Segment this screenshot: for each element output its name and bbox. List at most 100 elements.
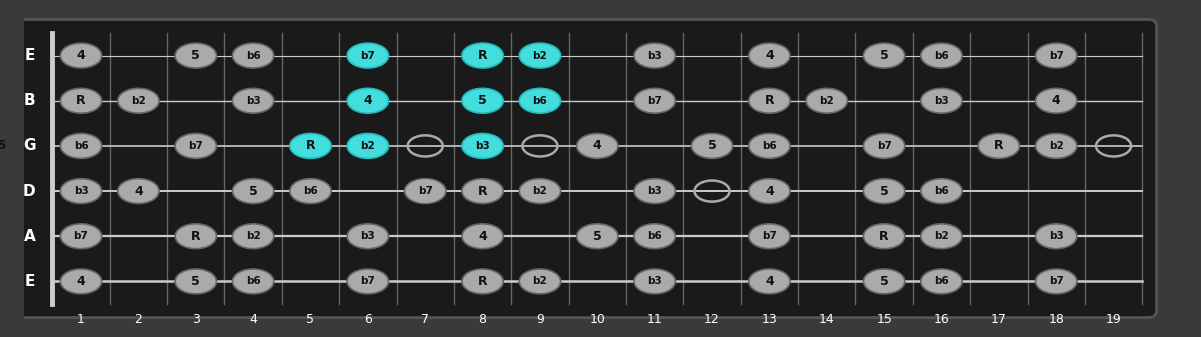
Text: b7: b7 [1048, 276, 1064, 286]
Ellipse shape [519, 88, 561, 113]
Text: b3: b3 [476, 141, 490, 151]
Text: b6: b6 [934, 276, 949, 286]
Text: 7: 7 [422, 313, 429, 326]
Ellipse shape [634, 179, 675, 204]
Text: b3: b3 [647, 276, 662, 286]
Ellipse shape [748, 133, 790, 158]
Text: 5: 5 [249, 185, 257, 197]
Text: b2: b2 [819, 96, 835, 106]
Ellipse shape [289, 133, 331, 158]
Text: R: R [478, 275, 488, 288]
Text: b2: b2 [934, 231, 949, 241]
Text: 8: 8 [478, 313, 486, 326]
Text: b7: b7 [418, 186, 432, 196]
Text: 5: 5 [880, 49, 889, 62]
Ellipse shape [921, 88, 962, 113]
Text: E: E [24, 48, 35, 63]
Ellipse shape [347, 133, 388, 158]
Ellipse shape [748, 179, 790, 204]
Text: b6: b6 [761, 141, 777, 151]
Text: R: R [306, 140, 316, 152]
Ellipse shape [462, 179, 503, 204]
Ellipse shape [519, 269, 561, 294]
Ellipse shape [233, 88, 274, 113]
Text: 9: 9 [536, 313, 544, 326]
Text: B: B [24, 93, 35, 108]
Ellipse shape [576, 224, 619, 249]
Ellipse shape [806, 88, 848, 113]
Ellipse shape [233, 269, 274, 294]
Text: b7: b7 [761, 231, 777, 241]
Ellipse shape [921, 269, 962, 294]
Text: 4: 4 [765, 185, 773, 197]
Ellipse shape [233, 224, 274, 249]
Text: b7: b7 [877, 141, 891, 151]
Ellipse shape [864, 133, 904, 158]
Text: b3: b3 [647, 186, 662, 196]
Ellipse shape [0, 133, 22, 158]
Text: 5: 5 [191, 275, 201, 288]
Text: 13: 13 [761, 313, 777, 326]
Text: b6: b6 [246, 51, 261, 61]
Text: A: A [24, 229, 35, 244]
Ellipse shape [175, 43, 216, 68]
Text: 3: 3 [192, 313, 199, 326]
Ellipse shape [921, 224, 962, 249]
Text: 6: 6 [364, 313, 372, 326]
Text: b6: b6 [303, 186, 318, 196]
Ellipse shape [60, 179, 102, 204]
Text: 2: 2 [135, 313, 143, 326]
Ellipse shape [1035, 133, 1077, 158]
Text: b7: b7 [647, 96, 662, 106]
Text: R: R [994, 140, 1004, 152]
Ellipse shape [405, 179, 446, 204]
Ellipse shape [1035, 224, 1077, 249]
Text: 4: 4 [77, 275, 85, 288]
Text: 17: 17 [991, 313, 1006, 326]
Ellipse shape [864, 43, 904, 68]
Text: 4: 4 [1052, 94, 1060, 107]
Ellipse shape [462, 88, 503, 113]
Ellipse shape [462, 43, 503, 68]
Text: 4: 4 [765, 49, 773, 62]
Text: R: R [478, 49, 488, 62]
Ellipse shape [864, 224, 904, 249]
Ellipse shape [634, 224, 675, 249]
Ellipse shape [118, 88, 159, 113]
Text: b2: b2 [246, 231, 261, 241]
Text: b7: b7 [1048, 51, 1064, 61]
Ellipse shape [634, 43, 675, 68]
Text: 5: 5 [191, 49, 201, 62]
Ellipse shape [748, 224, 790, 249]
Ellipse shape [289, 179, 331, 204]
Ellipse shape [347, 43, 388, 68]
Ellipse shape [748, 88, 790, 113]
Text: 18: 18 [1048, 313, 1064, 326]
Text: 4: 4 [77, 49, 85, 62]
Ellipse shape [347, 269, 388, 294]
Ellipse shape [921, 43, 962, 68]
Ellipse shape [118, 179, 159, 204]
Text: 1: 1 [77, 313, 85, 326]
Ellipse shape [748, 43, 790, 68]
Text: 5: 5 [306, 313, 315, 326]
Text: R: R [765, 94, 775, 107]
Text: b7: b7 [360, 51, 375, 61]
Text: b2: b2 [360, 141, 375, 151]
Text: b7: b7 [73, 231, 89, 241]
Text: 5: 5 [880, 185, 889, 197]
Text: 5: 5 [593, 230, 602, 243]
Text: D: D [23, 184, 36, 198]
Text: b7: b7 [360, 276, 375, 286]
Ellipse shape [1035, 269, 1077, 294]
Text: 19: 19 [1106, 313, 1122, 326]
Text: 4: 4 [249, 313, 257, 326]
Text: 4: 4 [364, 94, 372, 107]
Ellipse shape [692, 133, 733, 158]
Ellipse shape [175, 133, 216, 158]
Text: b6: b6 [246, 276, 261, 286]
Text: b2: b2 [532, 276, 548, 286]
Text: b3: b3 [73, 186, 89, 196]
Text: b3: b3 [1048, 231, 1064, 241]
Ellipse shape [748, 269, 790, 294]
